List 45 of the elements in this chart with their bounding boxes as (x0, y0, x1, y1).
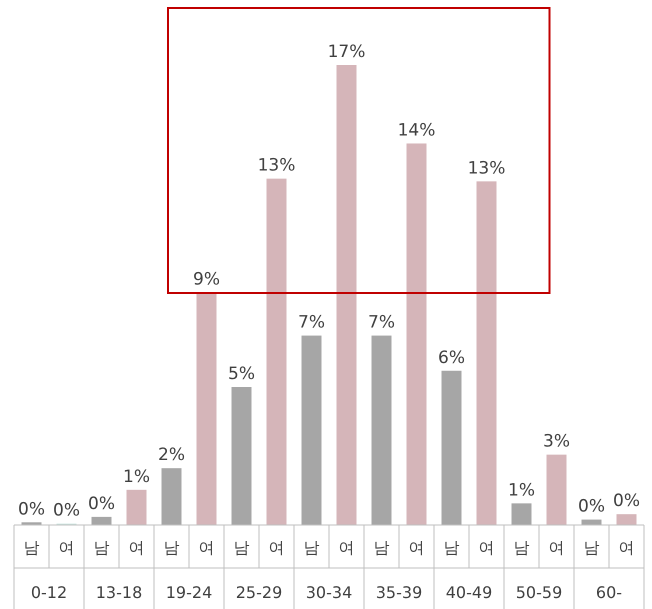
x-tick-label: 여 (338, 538, 354, 557)
x-tick-label: 남 (24, 538, 40, 557)
x-tick-label: 남 (234, 538, 250, 557)
x-tick-label: 남 (374, 538, 390, 557)
x-tick-label: 여 (128, 538, 144, 557)
x-tick-label: 여 (618, 538, 634, 557)
data-label: 2% (158, 445, 185, 466)
text: 40-49 (446, 583, 492, 602)
x-tick-label: 남 (304, 538, 320, 557)
x-tick-label: 여 (548, 538, 564, 557)
data-label: 1% (123, 466, 150, 487)
data-label: 7% (298, 312, 325, 333)
x-tick-label: 남 (584, 538, 600, 557)
x-tick-label: 여 (268, 538, 284, 557)
data-label: 14% (398, 120, 436, 140)
text: 30-34 (306, 583, 352, 602)
x-tick-label: 남 (164, 538, 180, 557)
text: 19-24 (166, 583, 212, 602)
x-tick-label: 여 (408, 538, 424, 557)
data-label: 6% (438, 348, 465, 368)
data-label: 7% (368, 312, 395, 333)
text: 0-12 (30, 583, 68, 602)
data-label: 17% (328, 42, 366, 62)
text: 35-39 (376, 583, 422, 602)
text: 60- (596, 583, 622, 602)
x-tick-label: 여 (478, 538, 494, 557)
text: 13-18 (96, 583, 142, 602)
text: 25-29 (236, 583, 282, 602)
data-label: 13% (468, 158, 506, 178)
x-tick-label: 여 (198, 538, 214, 557)
data-label: 0% (578, 496, 605, 517)
x-tick-label: 남 (444, 538, 460, 557)
text: 50-59 (516, 583, 562, 602)
data-label: 0% (53, 500, 80, 521)
data-label: 0% (18, 499, 45, 520)
data-label: 3% (543, 432, 570, 452)
x-tick-label: 남 (94, 538, 110, 557)
x-tick-label: 여 (58, 538, 74, 557)
data-label: 5% (228, 364, 255, 384)
x-tick-label: 남 (514, 538, 530, 557)
data-label: 9% (193, 269, 220, 290)
data-label: 1% (508, 480, 535, 500)
data-label: 0% (613, 491, 640, 512)
data-label: 0% (88, 494, 115, 514)
data-label: 13% (258, 156, 296, 176)
